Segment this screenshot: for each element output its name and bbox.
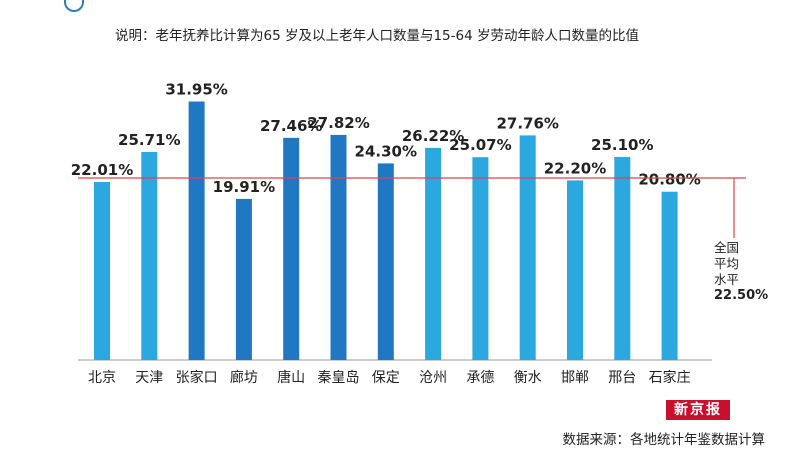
category-tick-label: 唐山 — [277, 369, 305, 386]
average-label-line-1: 全国 — [714, 240, 740, 255]
data-source: 数据来源：各地统计年鉴数据计算 — [562, 432, 766, 448]
corner-marker — [64, 0, 84, 12]
bar-value-label: 27.82% — [307, 114, 369, 132]
category-tick-label: 沧州 — [419, 369, 447, 386]
average-annotation: 全国 平均 水平 22.50% — [714, 240, 769, 304]
bar-value-label: 22.01% — [71, 161, 133, 179]
category-tick-label: 衡水 — [514, 370, 542, 386]
category-tick-label: 邢台 — [608, 370, 636, 386]
bar-value-label: 24.30% — [355, 142, 417, 160]
category-tick-label: 保定 — [372, 370, 400, 386]
bar-value-label: 25.71% — [118, 131, 180, 149]
bar — [377, 163, 394, 360]
bar-value-label: 25.07% — [449, 136, 511, 154]
average-label-line-3: 水平 — [714, 272, 740, 287]
bar — [283, 137, 300, 360]
bar-value-label: 27.76% — [496, 114, 558, 132]
category-tick-label: 张家口 — [176, 369, 218, 386]
bar-value-label: 22.20% — [544, 159, 606, 177]
bar-value-label: 19.91% — [213, 178, 275, 196]
brand-logo: 新京报 — [666, 400, 730, 420]
bar — [567, 180, 583, 360]
category-tick-label: 北京 — [88, 370, 116, 386]
bar — [661, 191, 678, 360]
category-tick-label: 承德 — [466, 370, 494, 386]
bar-value-label: 27.46% — [260, 117, 322, 135]
average-value: 22.50% — [714, 288, 769, 303]
bar — [614, 156, 631, 360]
bar-value-label: 31.95% — [165, 81, 227, 99]
bar — [425, 147, 442, 360]
bar — [235, 198, 252, 360]
bar — [141, 152, 158, 360]
category-tick-label: 邯郸 — [561, 370, 589, 386]
bar — [94, 181, 110, 360]
average-label-line-2: 平均 — [714, 256, 740, 271]
bar — [519, 135, 536, 360]
category-tick-label: 天津 — [135, 370, 163, 386]
bar — [330, 134, 347, 360]
category-tick-label: 秦皇岛 — [318, 370, 360, 386]
chart-note: 说明：老年抚养比计算为65 岁及以上老年人口数量与15-64 岁劳动年龄人口数量… — [115, 28, 639, 44]
bar-value-label: 20.80% — [638, 171, 700, 189]
bar-value-label: 26.22% — [402, 127, 464, 145]
category-tick-label: 廊坊 — [230, 369, 258, 386]
bar — [472, 157, 489, 360]
bar-value-label: 25.10% — [591, 136, 653, 154]
bar — [188, 101, 205, 360]
category-tick-label: 石家庄 — [649, 369, 691, 386]
